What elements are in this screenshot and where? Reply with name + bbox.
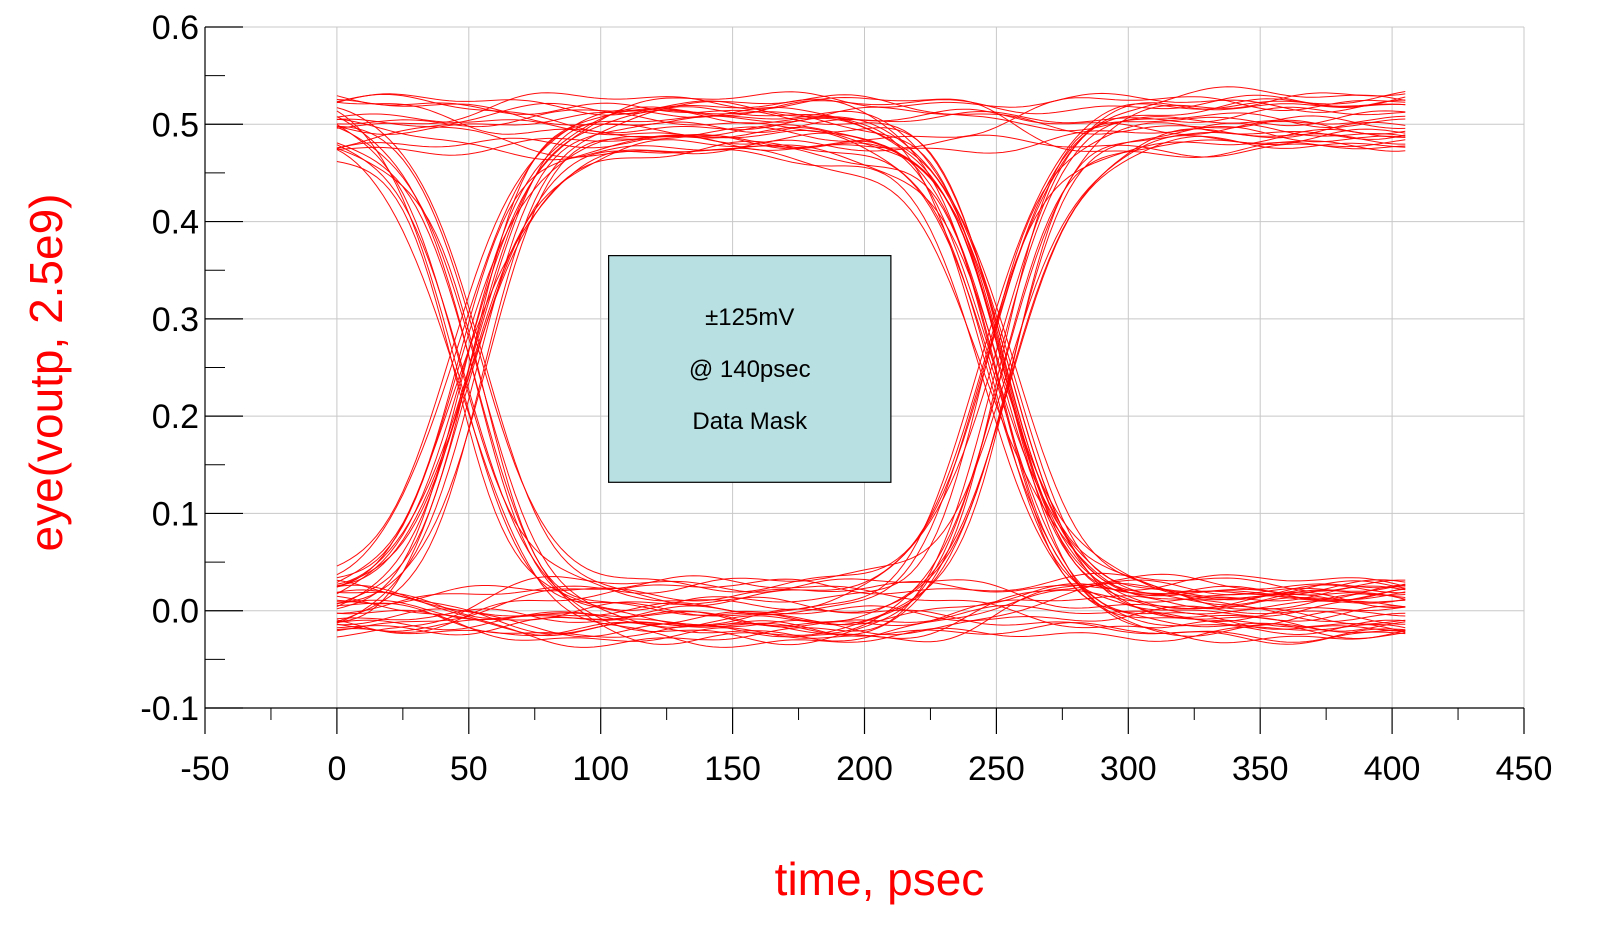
x-tick-label: 300 [1100,750,1157,788]
eye-trace [336,573,1406,643]
x-tick-label: 100 [572,750,629,788]
eye-trace [336,582,1406,638]
y-tick-label: 0.5 [152,106,199,144]
eye-trace [336,140,1406,632]
eye-traces [336,86,1406,648]
eye-trace [336,605,1406,626]
eye-trace [336,92,1406,159]
y-tick-label: 0.4 [152,204,199,242]
eye-trace [336,111,1406,596]
eye-trace [336,596,1406,645]
eye-trace [336,148,1406,627]
x-tick-labels: -50 0 50 100 150 200 250 300 350 400 450 [180,750,1552,788]
x-tick-label: 350 [1232,750,1289,788]
eye-trace [336,110,1406,637]
y-tick-label: 0.0 [152,593,199,631]
eye-trace [336,96,1406,579]
eye-trace [336,572,1406,633]
axes [204,26,1525,734]
eye-trace [336,129,1406,632]
y-tick-label: 0.3 [152,301,199,339]
y-tick-label: 0.1 [152,495,199,533]
x-tick-label: 250 [968,750,1025,788]
eye-trace [336,106,1406,622]
eye-trace [336,118,1406,158]
eye-trace [336,94,1406,149]
x-tick-label: 0 [327,750,346,788]
y-axis-title: eye(voutp, 2.5e9) [20,193,72,551]
x-tick-label: 200 [836,750,893,788]
eye-trace [336,122,1406,626]
eye-trace [336,91,1406,595]
eye-trace [336,92,1406,646]
eye-trace [336,106,1406,585]
eye-trace [336,574,1406,605]
eye-trace [336,106,1406,623]
x-tick-label: 400 [1364,750,1421,788]
x-tick-label: -50 [180,750,229,788]
y-tick-labels: 0.6 0.5 0.4 0.3 0.2 0.1 0.0 -0.1 [140,9,199,728]
x-tick-label: 50 [450,750,488,788]
eye-trace [336,94,1406,605]
eye-trace [336,121,1406,626]
mask-label-time: @ 140psec [689,356,811,383]
mask-label-title: Data Mask [692,408,808,435]
x-tick-label: 450 [1496,750,1553,788]
eye-trace [336,116,1406,634]
eye-trace [336,149,1406,648]
x-tick-label: 150 [704,750,761,788]
x-axis-title: time, psec [775,853,985,905]
eye-trace [336,575,1406,638]
eye-trace [336,110,1406,609]
eye-trace [336,128,1406,645]
eye-trace [336,113,1406,637]
eye-trace [336,139,1406,601]
data-mask: ±125mV @ 140psec Data Mask [608,255,892,483]
eye-trace [336,95,1406,617]
eye-trace [336,86,1406,607]
eye-trace [336,93,1406,640]
y-tick-label: 0.6 [152,9,199,47]
eye-trace [336,110,1406,626]
eye-trace [336,98,1406,593]
eye-trace [336,591,1406,636]
eye-trace [336,96,1406,621]
data-mask-box [608,255,892,483]
y-tick-label: 0.2 [152,398,199,436]
y-tick-label: -0.1 [140,690,199,728]
mask-label-voltage: ±125mV [705,304,794,331]
eye-trace [336,134,1406,158]
